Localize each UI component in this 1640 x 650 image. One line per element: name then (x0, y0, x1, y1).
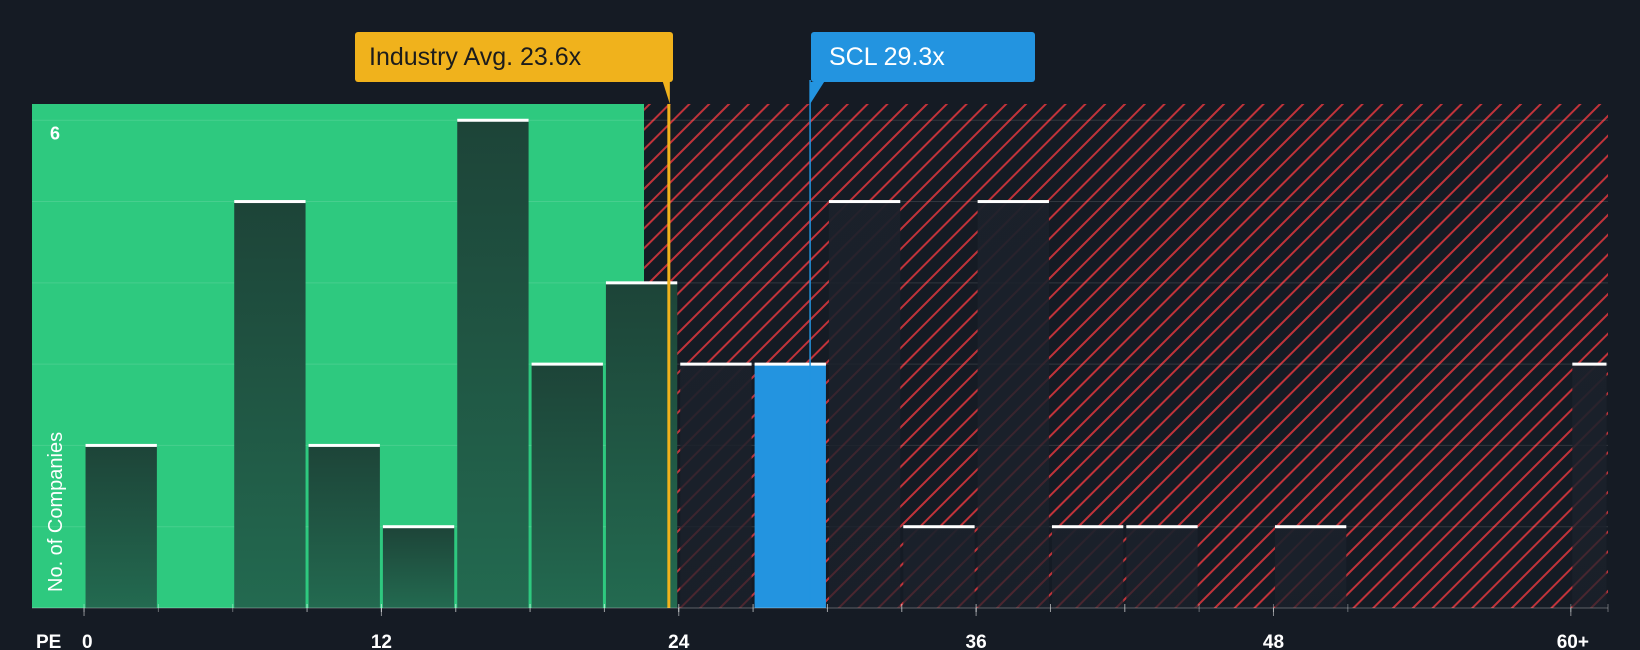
industry-average-callout: Industry Avg. 23.6x (355, 32, 673, 82)
bar-above-average-13 (1126, 526, 1198, 608)
x-tick-label-2: 24 (668, 632, 690, 650)
bar-above-average-11 (977, 201, 1049, 608)
bar-above-average-9 (828, 201, 901, 608)
industry-average-pointer (662, 82, 670, 104)
bar-above-average-7 (680, 364, 752, 608)
bar-cap-1 (234, 200, 306, 204)
bar-cap-13 (1126, 525, 1198, 529)
bar-cap-15 (1572, 362, 1607, 366)
bar-cap-14 (1274, 525, 1347, 529)
bar-below-average-0 (85, 445, 157, 608)
bar-cap-8 (754, 362, 826, 366)
bar-cap-7 (680, 362, 752, 366)
bar-company-8 (754, 364, 826, 608)
bar-above-average-12 (1051, 526, 1124, 608)
bar-cap-3 (382, 525, 455, 529)
bar-cap-2 (308, 443, 380, 447)
x-axis-label: PE (36, 632, 61, 650)
bar-below-average-3 (382, 526, 455, 608)
y-axis-label: No. of Companies (45, 432, 67, 592)
bar-above-average-14 (1274, 526, 1347, 608)
bar-cap-6 (605, 281, 678, 285)
bar-cap-5 (531, 362, 603, 366)
x-tick-label-1: 12 (371, 632, 392, 650)
industry-average-label: Industry Avg. 23.6x (369, 43, 582, 71)
bar-below-average-2 (308, 445, 380, 608)
bar-below-average-5 (531, 364, 603, 608)
x-tick-label-5: 60+ (1557, 632, 1589, 650)
x-tick-label-4: 48 (1263, 632, 1284, 650)
bar-cap-12 (1051, 525, 1124, 529)
bar-above-average-15 (1572, 364, 1607, 608)
bar-cap-11 (977, 200, 1049, 204)
bar-cap-4 (457, 118, 529, 122)
bar-below-average-1 (234, 201, 306, 608)
y-tick-label-0: 6 (50, 123, 60, 143)
bar-cap-0 (85, 443, 157, 447)
company-pe-label: SCL 29.3x (829, 43, 945, 71)
company-pe-callout: SCL 29.3x (811, 32, 1035, 82)
bar-cap-10 (903, 525, 975, 529)
bar-cap-9 (828, 200, 901, 204)
x-tick-label-0: 0 (82, 632, 93, 650)
x-tick-label-3: 36 (966, 632, 987, 650)
bar-below-average-6 (605, 282, 678, 608)
bar-above-average-10 (903, 526, 975, 608)
company-pe-pointer (810, 82, 825, 104)
bar-below-average-4 (457, 120, 529, 609)
